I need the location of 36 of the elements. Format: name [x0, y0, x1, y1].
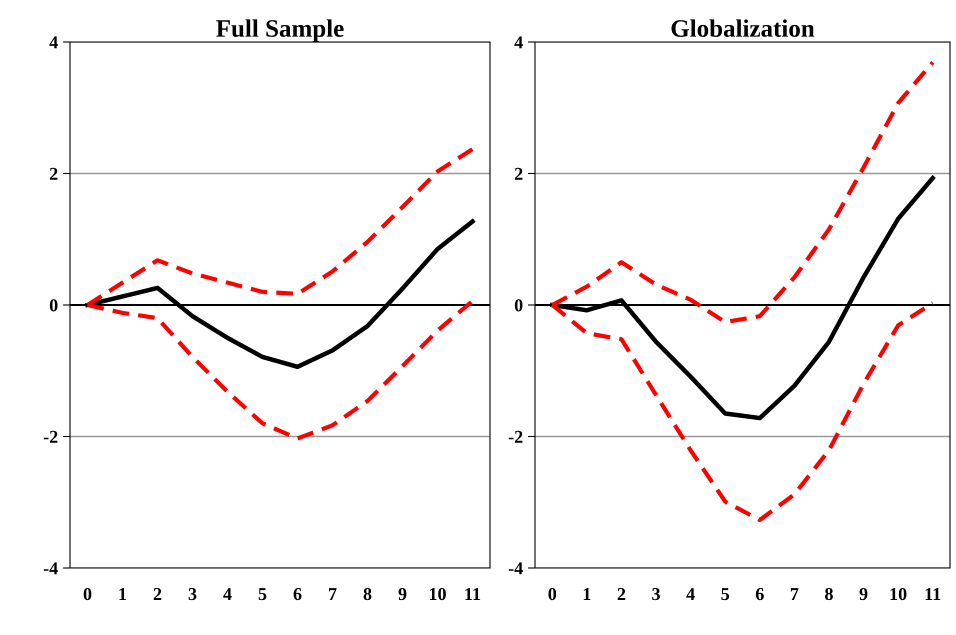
x-tick-label: 2 — [154, 588, 162, 600]
x-tick-label: 3 — [188, 588, 196, 600]
x-tick-label: 4 — [686, 588, 695, 600]
y-tick-label: -2 — [508, 430, 522, 443]
x-tick-label: 0 — [548, 588, 556, 600]
x-tick-label: 4 — [223, 588, 232, 600]
x-tick-label: 1 — [584, 588, 590, 600]
x-tick-label: 11 — [926, 588, 940, 600]
x-tick-label: 10 — [890, 588, 906, 600]
x-tick-label: 8 — [825, 588, 833, 600]
y-tick-label: 2 — [50, 168, 58, 180]
chart-title: Globalization — [671, 19, 814, 37]
y-tick-label: -4 — [508, 562, 523, 574]
x-tick-label: 6 — [756, 588, 764, 600]
x-tick-label: 1 — [119, 588, 126, 600]
y-tick-label: -2 — [44, 430, 58, 443]
x-tick-label: 10 — [430, 588, 446, 600]
y-tick-label: 0 — [50, 299, 58, 312]
y-tick-label: 4 — [514, 36, 523, 48]
x-tick-label: 7 — [790, 588, 798, 600]
x-tick-label: 2 — [618, 588, 626, 600]
x-tick-label: 5 — [721, 588, 730, 600]
chart-title: Full Sample — [216, 19, 344, 42]
x-tick-label: 3 — [652, 588, 660, 600]
y-tick-label: 2 — [514, 168, 522, 180]
x-tick-label: 11 — [465, 588, 480, 600]
y-tick-label: 4 — [49, 36, 58, 48]
y-tick-label: 0 — [514, 299, 523, 312]
x-tick-label: 7 — [329, 588, 337, 600]
x-tick-label: 9 — [860, 588, 868, 600]
x-tick-label: 8 — [364, 588, 372, 600]
x-tick-label: 5 — [258, 588, 266, 600]
x-tick-label: 6 — [294, 588, 302, 600]
y-tick-label: -4 — [44, 562, 58, 574]
x-tick-label: 0 — [84, 588, 92, 600]
x-tick-label: 9 — [398, 588, 406, 600]
